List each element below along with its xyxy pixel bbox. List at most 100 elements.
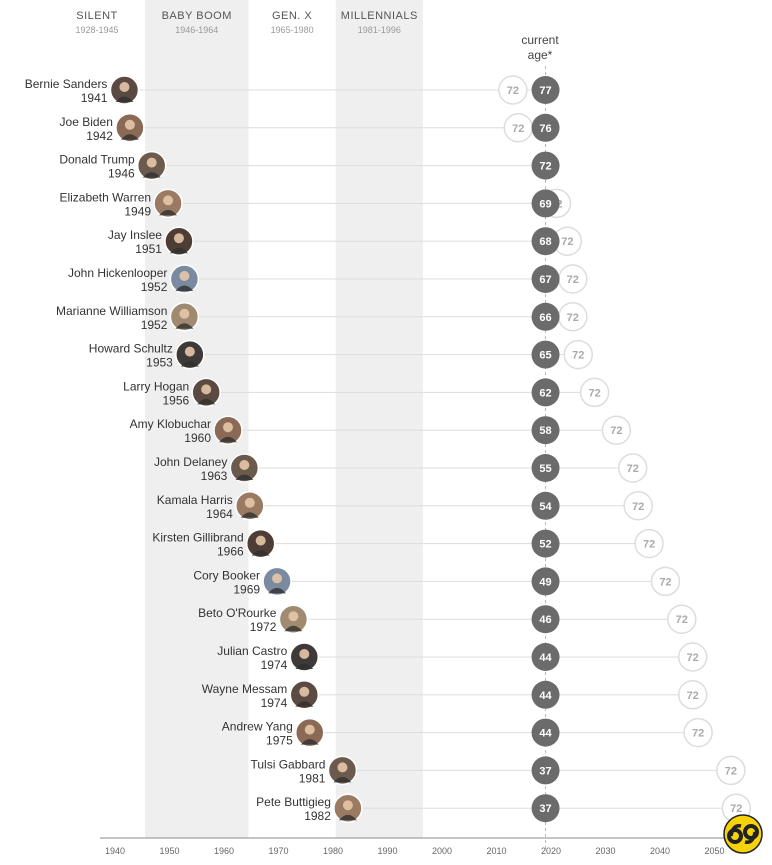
x-axis: 1940 1950 1960 1970 1980 1990 2000 2010 2020 2030… [100, 837, 760, 856]
generation-name: SILENT [76, 10, 118, 22]
candidate-name: John Delaney [154, 455, 227, 469]
current-age-label: 52 [539, 539, 551, 551]
current-age-label: 69 [539, 198, 551, 210]
candidate-name: Larry Hogan [123, 379, 189, 393]
current-age-marker [531, 605, 560, 634]
age-72-marker [650, 566, 681, 597]
candidate-name: Kamala Harris [157, 493, 233, 507]
x-tick-label: 1990 [377, 846, 397, 856]
candidate-birth-year: 1946 [108, 167, 135, 181]
current-age-label: 37 [539, 803, 551, 815]
age-72-label: 72 [692, 728, 704, 740]
age-72-label: 72 [610, 425, 622, 437]
candidate-name: Julian Castro [217, 644, 287, 658]
x-tick-label: 1970 [268, 846, 288, 856]
candidate-name: Amy Klobuchar [130, 417, 211, 431]
sixty-nine-logo-icon [723, 814, 763, 854]
candidate-photo-avatar [169, 302, 200, 332]
current-age-marker [531, 718, 560, 747]
candidate-photo-avatar [333, 793, 363, 823]
age-72-marker [601, 415, 632, 445]
generation-band-3 [335, 0, 423, 838]
candidate-birth-year: 1951 [135, 242, 162, 256]
current-age-marker [531, 151, 560, 180]
candidate-photo-avatar [115, 113, 145, 143]
age-72-label: 72 [676, 614, 688, 626]
candidate-name: Wayne Messam [202, 682, 288, 696]
candidate-name: Donald Trump [59, 153, 135, 167]
generation-name: MILLENNIALS [341, 10, 418, 22]
current-age-header-line-1: current [521, 33, 559, 47]
age-72-label: 72 [730, 803, 742, 815]
current-age-label: 72 [539, 161, 551, 173]
current-age-marker [531, 265, 560, 293]
candidate-birth-year: 1981 [299, 771, 326, 785]
candidate-birth-year: 1956 [162, 393, 189, 407]
candidate-birth-year: 1982 [304, 809, 331, 823]
candidate-photo-avatar [164, 226, 194, 256]
candidate-name: Kirsten Gillibrand [152, 531, 243, 545]
age-72-marker [498, 75, 528, 105]
candidate-photo-avatar [191, 377, 221, 408]
age-72-label: 72 [567, 274, 579, 286]
candidate-name: Tulsi Gabbard [251, 757, 326, 771]
current-age-label: 62 [539, 387, 551, 399]
current-age-marker [531, 454, 560, 482]
candidate-name: Elizabeth Warren [59, 190, 151, 204]
age-72-marker [579, 377, 610, 408]
age-72-marker [667, 604, 697, 634]
current-age-label: 68 [539, 236, 551, 248]
age-72-label: 72 [687, 652, 699, 664]
age-72-label: 72 [627, 463, 639, 475]
candidate-photo-avatar [262, 566, 292, 597]
age-72-label: 72 [588, 387, 600, 399]
current-age-marker [531, 794, 560, 823]
current-age-label: 65 [539, 350, 551, 362]
candidate-birth-year: 1964 [206, 507, 233, 521]
current-age-marker [531, 76, 560, 104]
current-age-label: 55 [539, 463, 551, 475]
current-age-header: current age* [521, 33, 559, 62]
generation-range: 1965-1980 [271, 25, 314, 35]
x-tick-label: 2050 [704, 846, 724, 856]
candidate-name: John Hickenlooper [68, 266, 167, 280]
current-age-label: 46 [539, 614, 551, 626]
current-age-marker [531, 189, 560, 218]
candidate-photo-avatar [109, 75, 140, 105]
current-age-marker [531, 340, 560, 369]
candidate-photo-avatar [213, 415, 243, 445]
x-tick-label: 2010 [486, 846, 506, 856]
age-72-label: 72 [725, 765, 737, 777]
current-age-marker [531, 113, 560, 142]
current-age-label: 66 [539, 312, 551, 324]
candidate-photo-avatar [136, 150, 167, 181]
candidate-name: Pete Buttigieg [256, 795, 331, 809]
current-age-label: 37 [539, 765, 551, 777]
candidate-birth-year: 1963 [201, 469, 228, 483]
candidate-photo-avatar [235, 491, 265, 521]
age-72-marker [677, 642, 708, 672]
current-age-marker [531, 643, 560, 671]
candidate-name: Bernie Sanders [25, 77, 108, 91]
candidate-photo-avatar [245, 528, 276, 559]
candidate-birth-year: 1941 [81, 91, 108, 105]
x-tick-label: 1980 [323, 846, 343, 856]
current-age-label: 44 [539, 652, 552, 664]
candidate-birth-year: 1952 [141, 318, 168, 332]
age-72-marker [683, 717, 713, 748]
current-age-marker [531, 378, 560, 407]
age-72-marker [623, 491, 653, 521]
generation-labels: SILENT 1928-1945 BABY BOOM 1946-1964 GEN. X 1… [75, 10, 417, 35]
